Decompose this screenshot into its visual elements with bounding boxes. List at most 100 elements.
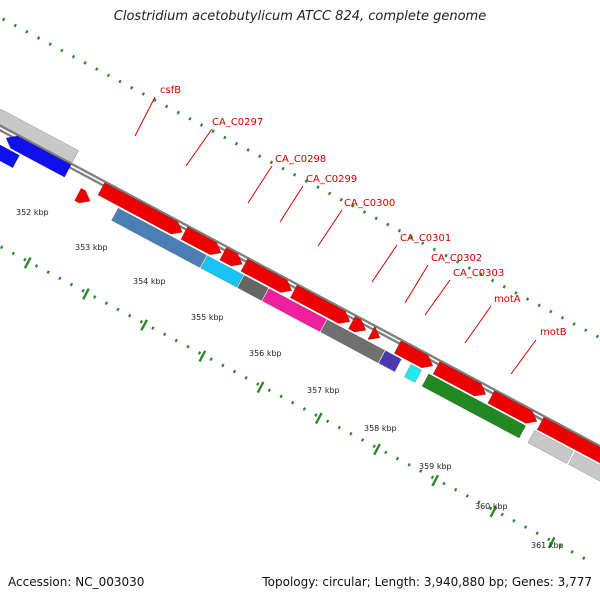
outer-dot-tick	[582, 556, 586, 560]
inner-dot-tick	[1, 17, 6, 22]
outer-dot-tick	[395, 456, 400, 461]
inner-dot-tick	[327, 191, 332, 196]
inner-dot-tick	[351, 204, 355, 208]
outer-dot-tick	[407, 463, 411, 467]
outer-dot-tick	[442, 481, 446, 486]
inner-dot-tick	[432, 247, 437, 252]
outer-dot-tick	[419, 469, 423, 473]
gene-blue-left-top	[0, 144, 20, 169]
gene-CA_C0299	[237, 274, 269, 301]
outer-dot-tick	[244, 375, 248, 380]
leader-line	[404, 264, 429, 304]
cds-arrow-i	[432, 361, 487, 397]
outer-dot-tick	[291, 400, 295, 405]
inner-dot-tick	[514, 291, 518, 295]
inner-dot-tick	[572, 322, 576, 326]
kbp-label: 357 kbp	[307, 386, 340, 395]
gene-label: CA_C0303	[453, 268, 504, 279]
scale-ticks	[0, 17, 600, 560]
outer-dot-tick	[34, 264, 39, 268]
gene-motA	[421, 373, 527, 439]
outer-dot-tick	[500, 512, 504, 517]
inner-dot-tick	[199, 123, 204, 127]
inner-dot-tick	[223, 135, 227, 140]
outer-dot-tick	[512, 518, 516, 523]
cds-arrow-f	[348, 315, 367, 333]
gene-blue-left	[5, 135, 72, 178]
outer-dot-tick	[372, 444, 376, 449]
backbone-line	[0, 124, 600, 448]
leader-line	[371, 244, 398, 283]
inner-dot-tick	[490, 278, 495, 283]
inner-dot-tick	[467, 266, 471, 270]
map-title: Clostridium acetobutylicum ATCC 824, com…	[113, 9, 487, 24]
inner-dot-tick	[36, 36, 41, 40]
inner-dot-tick	[421, 241, 425, 246]
inner-dot-tick	[595, 334, 600, 339]
inner-dot-tick	[397, 228, 402, 233]
kbp-label: 355 kbp	[191, 313, 224, 322]
leader-line	[279, 185, 304, 223]
gene-label: CA_C0297	[212, 117, 263, 128]
inner-dot-tick	[339, 197, 343, 202]
label-leaders	[134, 96, 537, 375]
outer-dot-tick	[360, 438, 365, 442]
outer-dot-tick	[151, 326, 155, 330]
gene-label: CA_C0302	[431, 253, 482, 264]
outer-dot-tick	[349, 431, 353, 436]
gene-gray-b	[568, 451, 600, 482]
inner-dot-tick	[455, 259, 460, 264]
leader-line	[185, 128, 213, 167]
gene-features	[0, 108, 600, 482]
inner-dot-tick	[304, 179, 309, 183]
outer-dot-tick	[232, 369, 237, 374]
outer-dot-tick	[477, 500, 481, 505]
outer-dot-tick	[11, 251, 15, 256]
gene-gray-a	[527, 429, 574, 464]
inner-dot-tick	[188, 116, 192, 121]
outer-dot-tick	[547, 537, 551, 542]
gene-CA_C0301	[320, 319, 386, 364]
major-dash-tick	[373, 443, 381, 456]
inner-dot-tick	[234, 141, 239, 146]
gene-CA_C0303	[403, 363, 423, 383]
inner-dot-tick	[525, 297, 530, 301]
cds-arrow-k	[536, 416, 600, 464]
inner-dot-tick	[211, 129, 215, 134]
gene-CA_C0298	[200, 255, 244, 288]
outer-dot-tick	[116, 307, 120, 312]
inner-dot-tick	[386, 222, 390, 227]
gene-labels: csfB CA_C0297 CA_C0298 CA_C0299 CA_C0300 CA_C…	[160, 85, 567, 338]
kbp-labels: 352 kbp 353 kbp 354 kbp 355 kbp 356 kbp 357 k…	[16, 208, 564, 550]
inner-dot-tick	[83, 61, 87, 65]
outer-dot-tick	[209, 357, 213, 362]
inner-dot-tick	[444, 253, 448, 258]
kbp-label: 360 kbp	[475, 502, 508, 511]
cds-arrow-csfB	[74, 187, 91, 204]
inner-dot-tick	[48, 42, 52, 47]
leader-line	[247, 165, 273, 204]
outer-dot-tick	[186, 344, 190, 349]
cds-arrow-h	[393, 340, 434, 369]
leader-line	[464, 305, 492, 344]
outer-dot-tick	[46, 270, 50, 274]
inner-dot-tick	[549, 309, 553, 314]
kbp-label: 361 kbp	[531, 541, 564, 550]
inner-dot-tick	[118, 79, 122, 84]
outer-dot-tick	[384, 450, 388, 455]
major-dash-tick	[314, 412, 323, 425]
outer-dot-tick	[256, 382, 260, 386]
outer-dot-tick	[197, 351, 202, 355]
gene-label: CA_C0298	[275, 154, 326, 165]
gene-label: motA	[494, 294, 521, 305]
inner-dot-tick	[130, 85, 134, 90]
leader-line	[134, 96, 156, 137]
kbp-label: 356 kbp	[249, 349, 282, 358]
inner-dot-tick	[560, 315, 565, 320]
kbp-label: 352 kbp	[16, 208, 49, 217]
cds-arrow-c	[219, 247, 243, 267]
outer-dot-tick	[523, 525, 528, 529]
inner-dot-tick	[502, 284, 506, 289]
inner-dot-tick	[13, 23, 17, 28]
